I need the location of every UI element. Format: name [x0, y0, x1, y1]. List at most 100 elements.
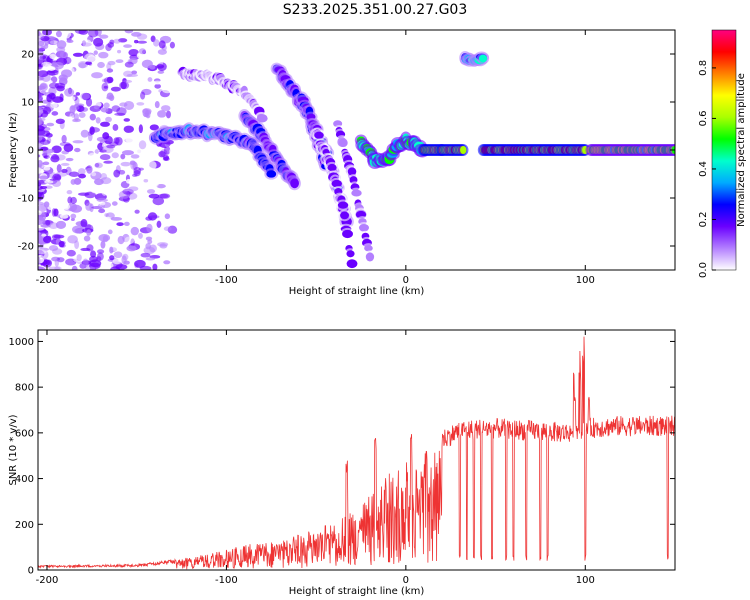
noise-speckle: [403, 90, 409, 98]
noise-speckle: [145, 242, 151, 250]
noise-speckle: [85, 97, 93, 107]
noise-speckle: [180, 198, 189, 203]
noise-speckle: [130, 226, 140, 236]
noise-speckle: [126, 178, 132, 184]
snr-series-line: [38, 336, 675, 570]
noise-speckle: [119, 102, 128, 107]
noise-speckle: [38, 62, 43, 70]
trace-blob: [339, 138, 348, 148]
noise-speckle: [157, 70, 165, 74]
noise-speckle: [38, 154, 41, 158]
noise-speckle: [43, 201, 50, 208]
noise-speckle: [75, 92, 81, 96]
noise-speckle: [66, 249, 76, 257]
noise-speckle: [498, 119, 507, 124]
noise-speckle: [290, 244, 299, 251]
noise-speckle: [51, 208, 57, 217]
noise-speckle: [153, 39, 160, 47]
noise-speckle: [157, 242, 169, 247]
noise-speckle: [40, 250, 49, 260]
noise-speckle: [111, 201, 118, 206]
noise-speckle: [80, 129, 89, 138]
y-axis-label: SNR (10 * v/v): [8, 414, 19, 485]
noise-speckle: [70, 196, 77, 204]
noise-speckle: [131, 32, 142, 37]
noise-speckle: [58, 114, 69, 119]
noise-speckle: [507, 98, 513, 106]
noise-speckle: [70, 213, 77, 219]
noise-speckle: [149, 244, 157, 253]
noise-speckle: [256, 32, 266, 36]
noise-speckle: [103, 77, 113, 84]
x-tick-label: 0: [403, 275, 409, 286]
noise-speckle: [397, 160, 402, 165]
noise-speckle: [138, 232, 143, 239]
noise-speckle: [85, 61, 92, 65]
noise-speckle: [136, 40, 148, 44]
noise-speckle: [83, 53, 96, 62]
noise-speckle: [38, 192, 42, 199]
noise-speckle: [473, 167, 479, 171]
noise-speckle: [83, 235, 91, 242]
noise-speckle: [52, 264, 62, 270]
noise-speckle: [69, 112, 74, 122]
noise-speckle: [54, 258, 60, 267]
noise-speckle: [445, 130, 454, 136]
noise-speckle: [64, 243, 75, 247]
noise-speckle: [190, 175, 196, 182]
colorbar-tick-label: 0.0: [698, 262, 709, 278]
noise-speckle: [509, 225, 519, 230]
noise-speckle: [98, 208, 106, 214]
noise-speckle: [80, 219, 88, 228]
noise-speckle: [38, 256, 41, 266]
noise-speckle: [418, 196, 428, 202]
noise-speckle: [146, 189, 156, 194]
noise-speckle: [193, 60, 199, 64]
noise-speckle: [118, 38, 128, 43]
noise-speckle: [100, 240, 106, 249]
trace-blob: [342, 229, 354, 239]
noise-speckle: [40, 139, 51, 145]
colorbar-tick-label: 0.2: [698, 212, 709, 228]
noise-speckle: [40, 61, 52, 68]
y-tick-label: 400: [15, 474, 34, 485]
noise-speckle: [46, 122, 55, 127]
trace-blob: [347, 167, 357, 176]
noise-speckle: [126, 79, 135, 88]
noise-speckle: [90, 250, 97, 258]
x-tick-label: 0: [403, 575, 409, 586]
noise-speckle: [111, 105, 121, 112]
noise-speckle: [164, 213, 171, 220]
noise-speckle: [101, 78, 108, 83]
noise-speckle: [49, 40, 55, 45]
noise-speckle: [80, 92, 90, 100]
noise-speckle: [134, 89, 140, 97]
noise-speckle: [38, 210, 42, 216]
noise-speckle: [143, 179, 149, 183]
noise-speckle: [108, 94, 115, 101]
noise-speckle: [69, 96, 76, 101]
y-tick-label: 600: [15, 428, 34, 439]
noise-speckle: [469, 158, 476, 163]
noise-speckle: [477, 82, 485, 87]
noise-speckle: [101, 187, 108, 196]
noise-speckle: [145, 257, 156, 261]
noise-speckle: [124, 61, 134, 68]
noise-speckle: [38, 80, 43, 85]
noise-speckle: [52, 61, 64, 70]
noise-speckle: [123, 221, 130, 226]
noise-speckle: [160, 118, 171, 126]
noise-speckle: [52, 248, 63, 255]
noise-speckle: [156, 183, 166, 189]
noise-speckle: [228, 266, 237, 270]
noise-speckle: [85, 202, 93, 211]
noise-speckle: [263, 53, 268, 60]
noise-speckle: [142, 96, 154, 105]
noise-speckle: [85, 167, 95, 174]
noise-speckle: [38, 168, 45, 174]
noise-speckle: [147, 77, 153, 82]
noise-speckle: [158, 150, 166, 158]
noise-speckle: [514, 126, 520, 130]
noise-speckle: [46, 94, 53, 103]
